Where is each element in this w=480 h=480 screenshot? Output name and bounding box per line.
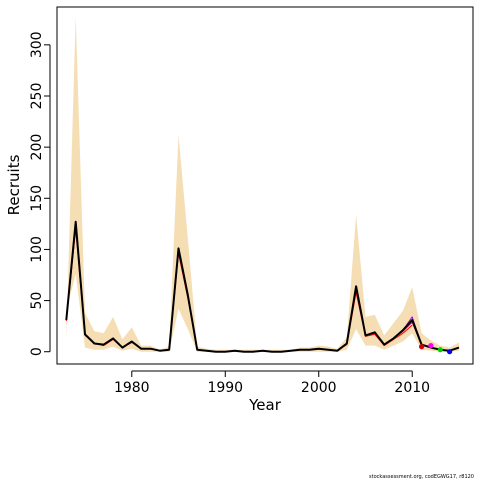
tail-point xyxy=(447,349,453,355)
y-tick-label: 250 xyxy=(29,83,45,110)
tail-point xyxy=(437,347,443,353)
plot-frame xyxy=(56,6,474,365)
y-tick-label: 100 xyxy=(29,236,45,263)
x-tick-label: 1990 xyxy=(207,380,243,396)
y-axis: 0 50 100 150 200 250 300 xyxy=(29,31,51,356)
x-tick-label: 2010 xyxy=(394,380,430,396)
y-axis-title: Recruits xyxy=(5,154,23,215)
y-tick-label: 50 xyxy=(29,292,45,310)
x-tick-label: 2000 xyxy=(301,380,337,396)
plot-area xyxy=(65,16,460,355)
estimate-line xyxy=(65,220,460,353)
x-tick-label: 1980 xyxy=(114,380,150,396)
y-tick-label: 200 xyxy=(29,134,45,161)
tail-point xyxy=(419,344,425,350)
y-tick-label: 0 xyxy=(29,347,45,356)
tail-point xyxy=(428,343,434,349)
retro-line-4 xyxy=(65,221,441,353)
x-axis-title: Year xyxy=(248,396,282,414)
y-tick-label: 300 xyxy=(29,31,45,58)
y-tick-label: 150 xyxy=(29,185,45,212)
confidence-band xyxy=(66,16,460,352)
footnote: stockassessment.org, codEGWG17, r8120 xyxy=(369,474,474,480)
x-axis: 1980 1990 2000 2010 xyxy=(114,370,430,396)
